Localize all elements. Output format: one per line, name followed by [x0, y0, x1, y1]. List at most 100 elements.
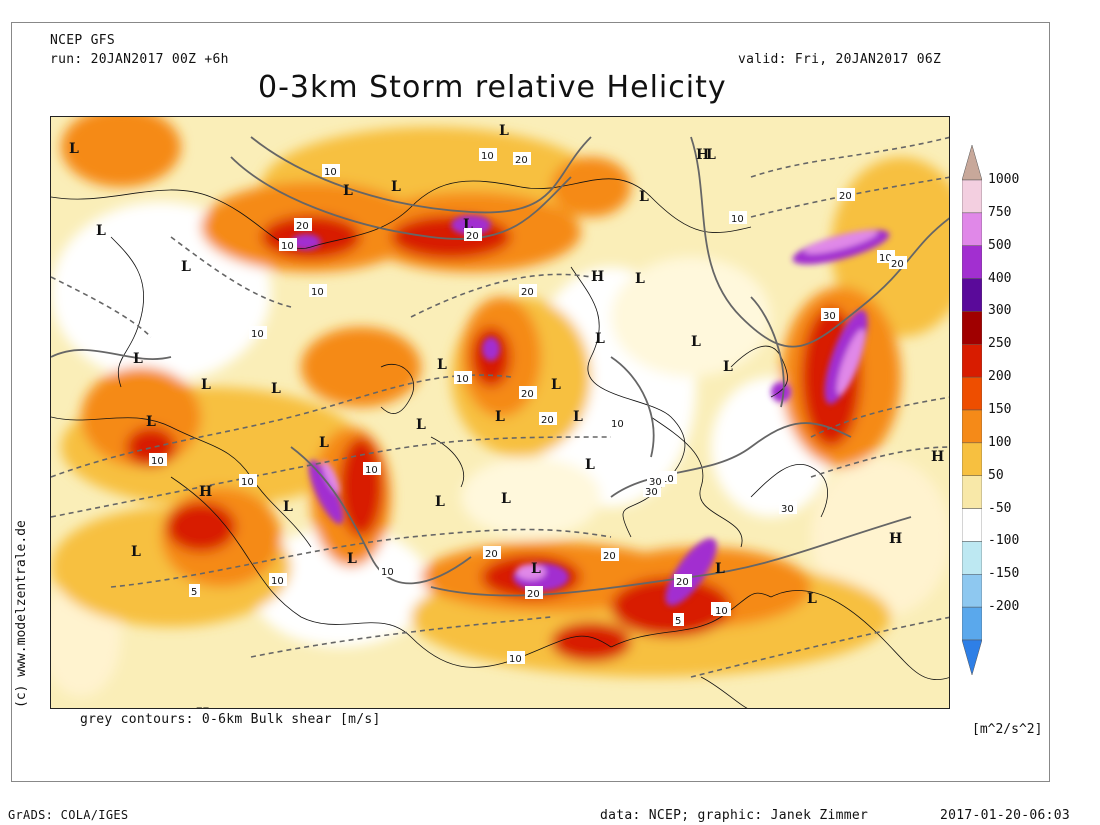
contour-label-bg	[483, 546, 501, 559]
contour-label-bg	[519, 386, 537, 399]
contour-label-bg	[525, 586, 543, 599]
low-pressure-label: L	[463, 217, 473, 233]
low-pressure-label: L	[391, 179, 401, 195]
contour-label-bg	[189, 584, 200, 597]
contour-value-label: 30	[781, 504, 794, 515]
contour-label-bg	[269, 573, 287, 586]
contour-value-label: 20	[296, 221, 309, 232]
low-pressure-label: L	[585, 457, 595, 473]
colorbar-level-label: 400	[988, 270, 1012, 286]
colorbar-level-label: 100	[988, 434, 1012, 450]
contour-value-label: 10	[151, 456, 164, 467]
contour-value-label: 20	[521, 287, 534, 298]
contour-value-label: 10	[611, 419, 624, 430]
contour-label-bg	[507, 651, 525, 664]
contour-value-label: 20	[466, 231, 479, 242]
contour-label-bg	[647, 474, 665, 487]
high-pressure-label: H	[889, 531, 902, 547]
colorbar-segment	[962, 278, 982, 312]
contour-value-label: 20	[515, 155, 528, 166]
figure-frame	[11, 22, 1050, 782]
low-pressure-label: L	[551, 377, 561, 393]
map-labels: LLLLLLLLLLLLLLLLLLLLLLLLLLLLLLLLHHHHHHH1…	[69, 117, 944, 709]
colorbar-segment	[962, 311, 982, 345]
contour-label-bg	[294, 218, 312, 231]
colorbar-level-label: 500	[988, 237, 1012, 253]
low-pressure-label: L	[96, 223, 106, 239]
colorbar-level-label: 50	[988, 467, 1004, 483]
low-pressure-label: L	[131, 544, 141, 560]
contour-value-label: 10	[311, 287, 324, 298]
contour-value-label: 20	[839, 191, 852, 202]
contour-value-label: 10	[509, 654, 522, 665]
colorbar-segment	[962, 212, 982, 246]
low-pressure-label: L	[501, 491, 511, 507]
contour-value-label: 20	[891, 259, 904, 270]
colorbar-segment	[962, 541, 982, 575]
contour-label-bg	[673, 613, 684, 626]
colorbar-level-label: 1000	[988, 172, 1020, 187]
low-pressure-label: L	[807, 591, 817, 607]
low-pressure-label: L	[435, 494, 445, 510]
contour-value-label: 10	[271, 576, 284, 587]
low-pressure-label: L	[706, 147, 716, 163]
contour-label-bg	[322, 164, 340, 177]
colorbar-segment	[962, 245, 982, 279]
low-pressure-label: L	[495, 409, 505, 425]
contour-value-label: 10	[365, 465, 378, 476]
contour-value-label: 10	[715, 606, 728, 617]
colorbar-segment	[962, 574, 982, 608]
contour-label-bg	[379, 564, 397, 577]
colorbar-level-label: -200	[988, 599, 1020, 615]
contour-value-label: 20	[521, 389, 534, 400]
low-pressure-label: L	[715, 561, 725, 577]
colorbar-segment	[962, 508, 982, 542]
high-pressure-label: H	[931, 449, 944, 465]
contour-label-bg	[464, 228, 482, 241]
colorbar-max-arrow	[962, 145, 982, 181]
contour-value-label: 10	[324, 167, 337, 178]
contour-legend-note: grey contours: 0-6km Bulk shear [m/s]	[80, 712, 381, 727]
high-pressure-label: H	[696, 147, 709, 163]
low-pressure-label: L	[201, 377, 211, 393]
contour-label-bg	[601, 548, 619, 561]
contour-value-label: 10	[456, 374, 469, 385]
low-pressure-label: L	[133, 351, 143, 367]
footer-software: GrADS: COLA/IGES	[8, 808, 129, 822]
contour-value-label: 20	[541, 415, 554, 426]
low-pressure-label: L	[573, 409, 583, 425]
contour-value-label: 10	[661, 474, 674, 485]
low-pressure-label: L	[271, 381, 281, 397]
low-pressure-label: L	[69, 141, 79, 157]
contour-label-bg	[539, 412, 557, 425]
contour-label-bg	[249, 326, 267, 339]
contour-label-bg	[674, 574, 692, 587]
contour-value-label: 5	[191, 587, 197, 598]
coastlines	[51, 178, 949, 708]
low-pressure-label: L	[499, 123, 509, 139]
shear-contours-dashed	[51, 136, 949, 678]
contour-label-bg	[239, 474, 257, 487]
colorbar-level-label: 250	[988, 336, 1012, 352]
contour-label-bg	[519, 284, 537, 297]
colorbar-units: [m^2/s^2]	[972, 722, 1043, 737]
contour-value-label: 20	[485, 549, 498, 560]
contour-label-bg	[837, 188, 855, 201]
low-pressure-label: L	[416, 417, 426, 433]
colorbar-segment	[962, 179, 982, 214]
contour-value-label: 10	[731, 214, 744, 225]
contour-value-label: 20	[603, 551, 616, 562]
contour-label-bg	[149, 453, 167, 466]
high-pressure-label: H	[196, 706, 209, 709]
contour-value-label: 10	[241, 477, 254, 488]
low-pressure-label: L	[723, 359, 733, 375]
contour-label-bg	[729, 211, 747, 224]
contour-value-label: 30	[649, 477, 662, 488]
low-pressure-label: L	[343, 183, 353, 199]
colorbar-segment	[962, 442, 982, 476]
colorbar-segment	[962, 475, 982, 509]
colorbar-level-label: -100	[988, 533, 1020, 549]
run-time: run: 20JAN2017 00Z +6h	[50, 52, 229, 67]
contour-label-bg	[479, 148, 497, 161]
model-name: NCEP GFS	[50, 33, 116, 48]
